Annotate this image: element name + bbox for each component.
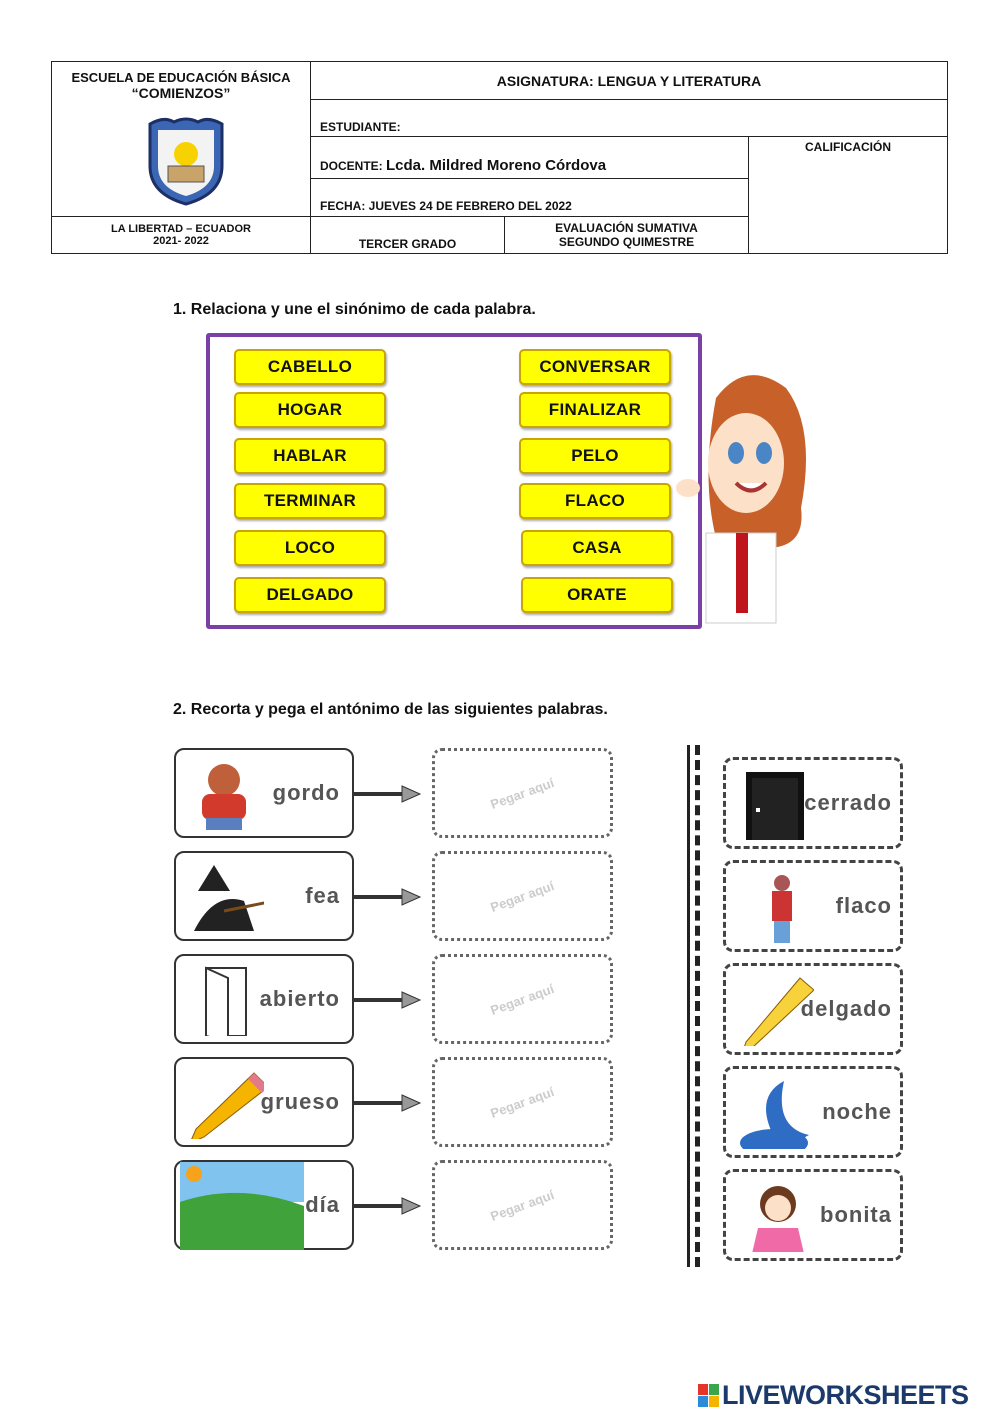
school-name: ESCUELA DE EDUCACIÓN BÁSICA xyxy=(71,70,291,85)
brand-name: LIVEWORKSHEETS xyxy=(722,1380,969,1410)
synonym-word-left[interactable]: LOCO xyxy=(234,530,386,566)
cutout-word: flaco xyxy=(835,893,892,918)
cutout-card[interactable]: flaco xyxy=(723,860,903,952)
grade-field[interactable]: CALIFICACIÓN xyxy=(748,136,948,254)
cutout-card[interactable]: noche xyxy=(723,1066,903,1158)
antonym-word: abierto xyxy=(259,986,340,1011)
antonym-word-card: gordo xyxy=(174,748,354,838)
synonym-frame xyxy=(206,333,702,629)
paste-here-box[interactable]: Pegar aquí xyxy=(432,954,613,1044)
word-picture xyxy=(180,1162,304,1250)
evaluation-type: EVALUACIÓN SUMATIVA xyxy=(555,221,698,235)
school-crest-logo xyxy=(148,117,224,206)
teacher-label: DOCENTE: xyxy=(320,159,383,173)
word-picture xyxy=(205,966,247,1036)
cutout-word: noche xyxy=(822,1099,892,1124)
cutout-card[interactable]: delgado xyxy=(723,963,903,1055)
location-cell: LA LIBERTAD – ECUADOR 2021- 2022 xyxy=(51,216,311,254)
paste-label: Pegar aquí xyxy=(488,1083,557,1121)
antonym-word-card: abierto xyxy=(174,954,354,1044)
evaluation-term: SEGUNDO QUIMESTRE xyxy=(558,235,695,249)
word-picture xyxy=(194,865,264,931)
antonym-word: gordo xyxy=(272,780,340,805)
school-years: 2021- 2022 xyxy=(153,235,209,247)
cutout-picture xyxy=(744,977,814,1046)
cutout-word: delgado xyxy=(800,996,892,1021)
location: LA LIBERTAD – ECUADOR xyxy=(111,223,251,235)
antonym-word-card: grueso xyxy=(174,1057,354,1147)
cut-line[interactable] xyxy=(695,745,700,1267)
cutout-word: bonita xyxy=(820,1202,892,1227)
paste-here-box[interactable]: Pegar aquí xyxy=(432,1160,613,1250)
school-name-2: “COMIENZOS” xyxy=(131,85,231,101)
course: TERCER GRADO xyxy=(358,237,457,251)
subject-cell: ASIGNATURA: LENGUA Y LITERATURA xyxy=(310,61,948,100)
cutout-picture xyxy=(740,1081,809,1149)
liveworksheets-icon xyxy=(698,1383,719,1407)
subject: ASIGNATURA: LENGUA Y LITERATURA xyxy=(496,72,762,89)
evaluation-cell: EVALUACIÓN SUMATIVA SEGUNDO QUIMESTRE xyxy=(504,216,749,254)
synonym-word-right[interactable]: ORATE xyxy=(521,577,673,613)
question-2-title: 2. Recorta y pega el antónimo de las sig… xyxy=(173,701,608,718)
paste-label: Pegar aquí xyxy=(488,1186,557,1224)
arrow-right-icon xyxy=(354,785,422,803)
cutout-card[interactable]: bonita xyxy=(723,1169,903,1261)
synonym-word-right[interactable]: FLACO xyxy=(519,483,671,519)
course-cell: TERCER GRADO xyxy=(310,216,505,254)
synonym-word-left[interactable]: HOGAR xyxy=(234,392,386,428)
paste-here-box[interactable]: Pegar aquí xyxy=(432,1057,613,1147)
liveworksheets-logo: LIVEWORKSHEETS xyxy=(698,1380,969,1411)
arrow-right-icon xyxy=(354,1094,422,1112)
cutout-picture xyxy=(746,772,804,840)
word-picture xyxy=(191,1072,264,1139)
arrow-right-icon xyxy=(354,888,422,906)
word-picture xyxy=(202,764,246,830)
antonym-word: día xyxy=(305,1192,340,1217)
teacher-cell: DOCENTE: Lcda. Mildred Moreno Córdova xyxy=(310,136,749,179)
arrow-right-icon xyxy=(354,991,422,1009)
cut-divider xyxy=(687,745,690,1267)
paste-here-box[interactable]: Pegar aquí xyxy=(432,851,613,941)
antonym-word: grueso xyxy=(260,1089,340,1114)
paste-here-box[interactable]: Pegar aquí xyxy=(432,748,613,838)
student-field[interactable]: ESTUDIANTE: xyxy=(310,99,948,137)
grade-label: CALIFICACIÓN xyxy=(805,140,891,154)
school-cell: ESCUELA DE EDUCACIÓN BÁSICA “COMIENZOS” xyxy=(51,61,311,217)
antonym-word-card: día xyxy=(174,1160,354,1250)
girl-illustration xyxy=(676,375,806,624)
synonym-word-left[interactable]: DELGADO xyxy=(234,577,386,613)
synonym-word-right[interactable]: FINALIZAR xyxy=(519,392,671,428)
date-cell: FECHA: JUEVES 24 DE FEBRERO DEL 2022 xyxy=(310,178,749,217)
date: FECHA: JUEVES 24 DE FEBRERO DEL 2022 xyxy=(320,199,572,213)
synonym-word-right[interactable]: PELO xyxy=(519,438,671,474)
synonym-word-left[interactable]: HABLAR xyxy=(234,438,386,474)
paste-label: Pegar aquí xyxy=(488,774,557,812)
synonym-word-left[interactable]: CABELLO xyxy=(234,349,386,385)
synonym-word-left[interactable]: TERMINAR xyxy=(234,483,386,519)
antonym-word: fea xyxy=(305,883,340,908)
student-label: ESTUDIANTE: xyxy=(320,120,401,134)
paste-label: Pegar aquí xyxy=(488,980,557,1018)
antonym-word-card: fea xyxy=(174,851,354,941)
paste-label: Pegar aquí xyxy=(488,877,557,915)
question-1-title: 1. Relaciona y une el sinónimo de cada p… xyxy=(173,301,536,318)
cutout-card[interactable]: cerrado xyxy=(723,757,903,849)
teacher-name: Lcda. Mildred Moreno Córdova xyxy=(386,157,607,174)
synonym-word-right[interactable]: CASA xyxy=(521,530,673,566)
synonym-word-right[interactable]: CONVERSAR xyxy=(519,349,671,385)
cutout-picture xyxy=(772,875,792,943)
cutout-picture xyxy=(752,1186,804,1252)
cutout-word: cerrado xyxy=(804,790,892,815)
arrow-right-icon xyxy=(354,1197,422,1215)
